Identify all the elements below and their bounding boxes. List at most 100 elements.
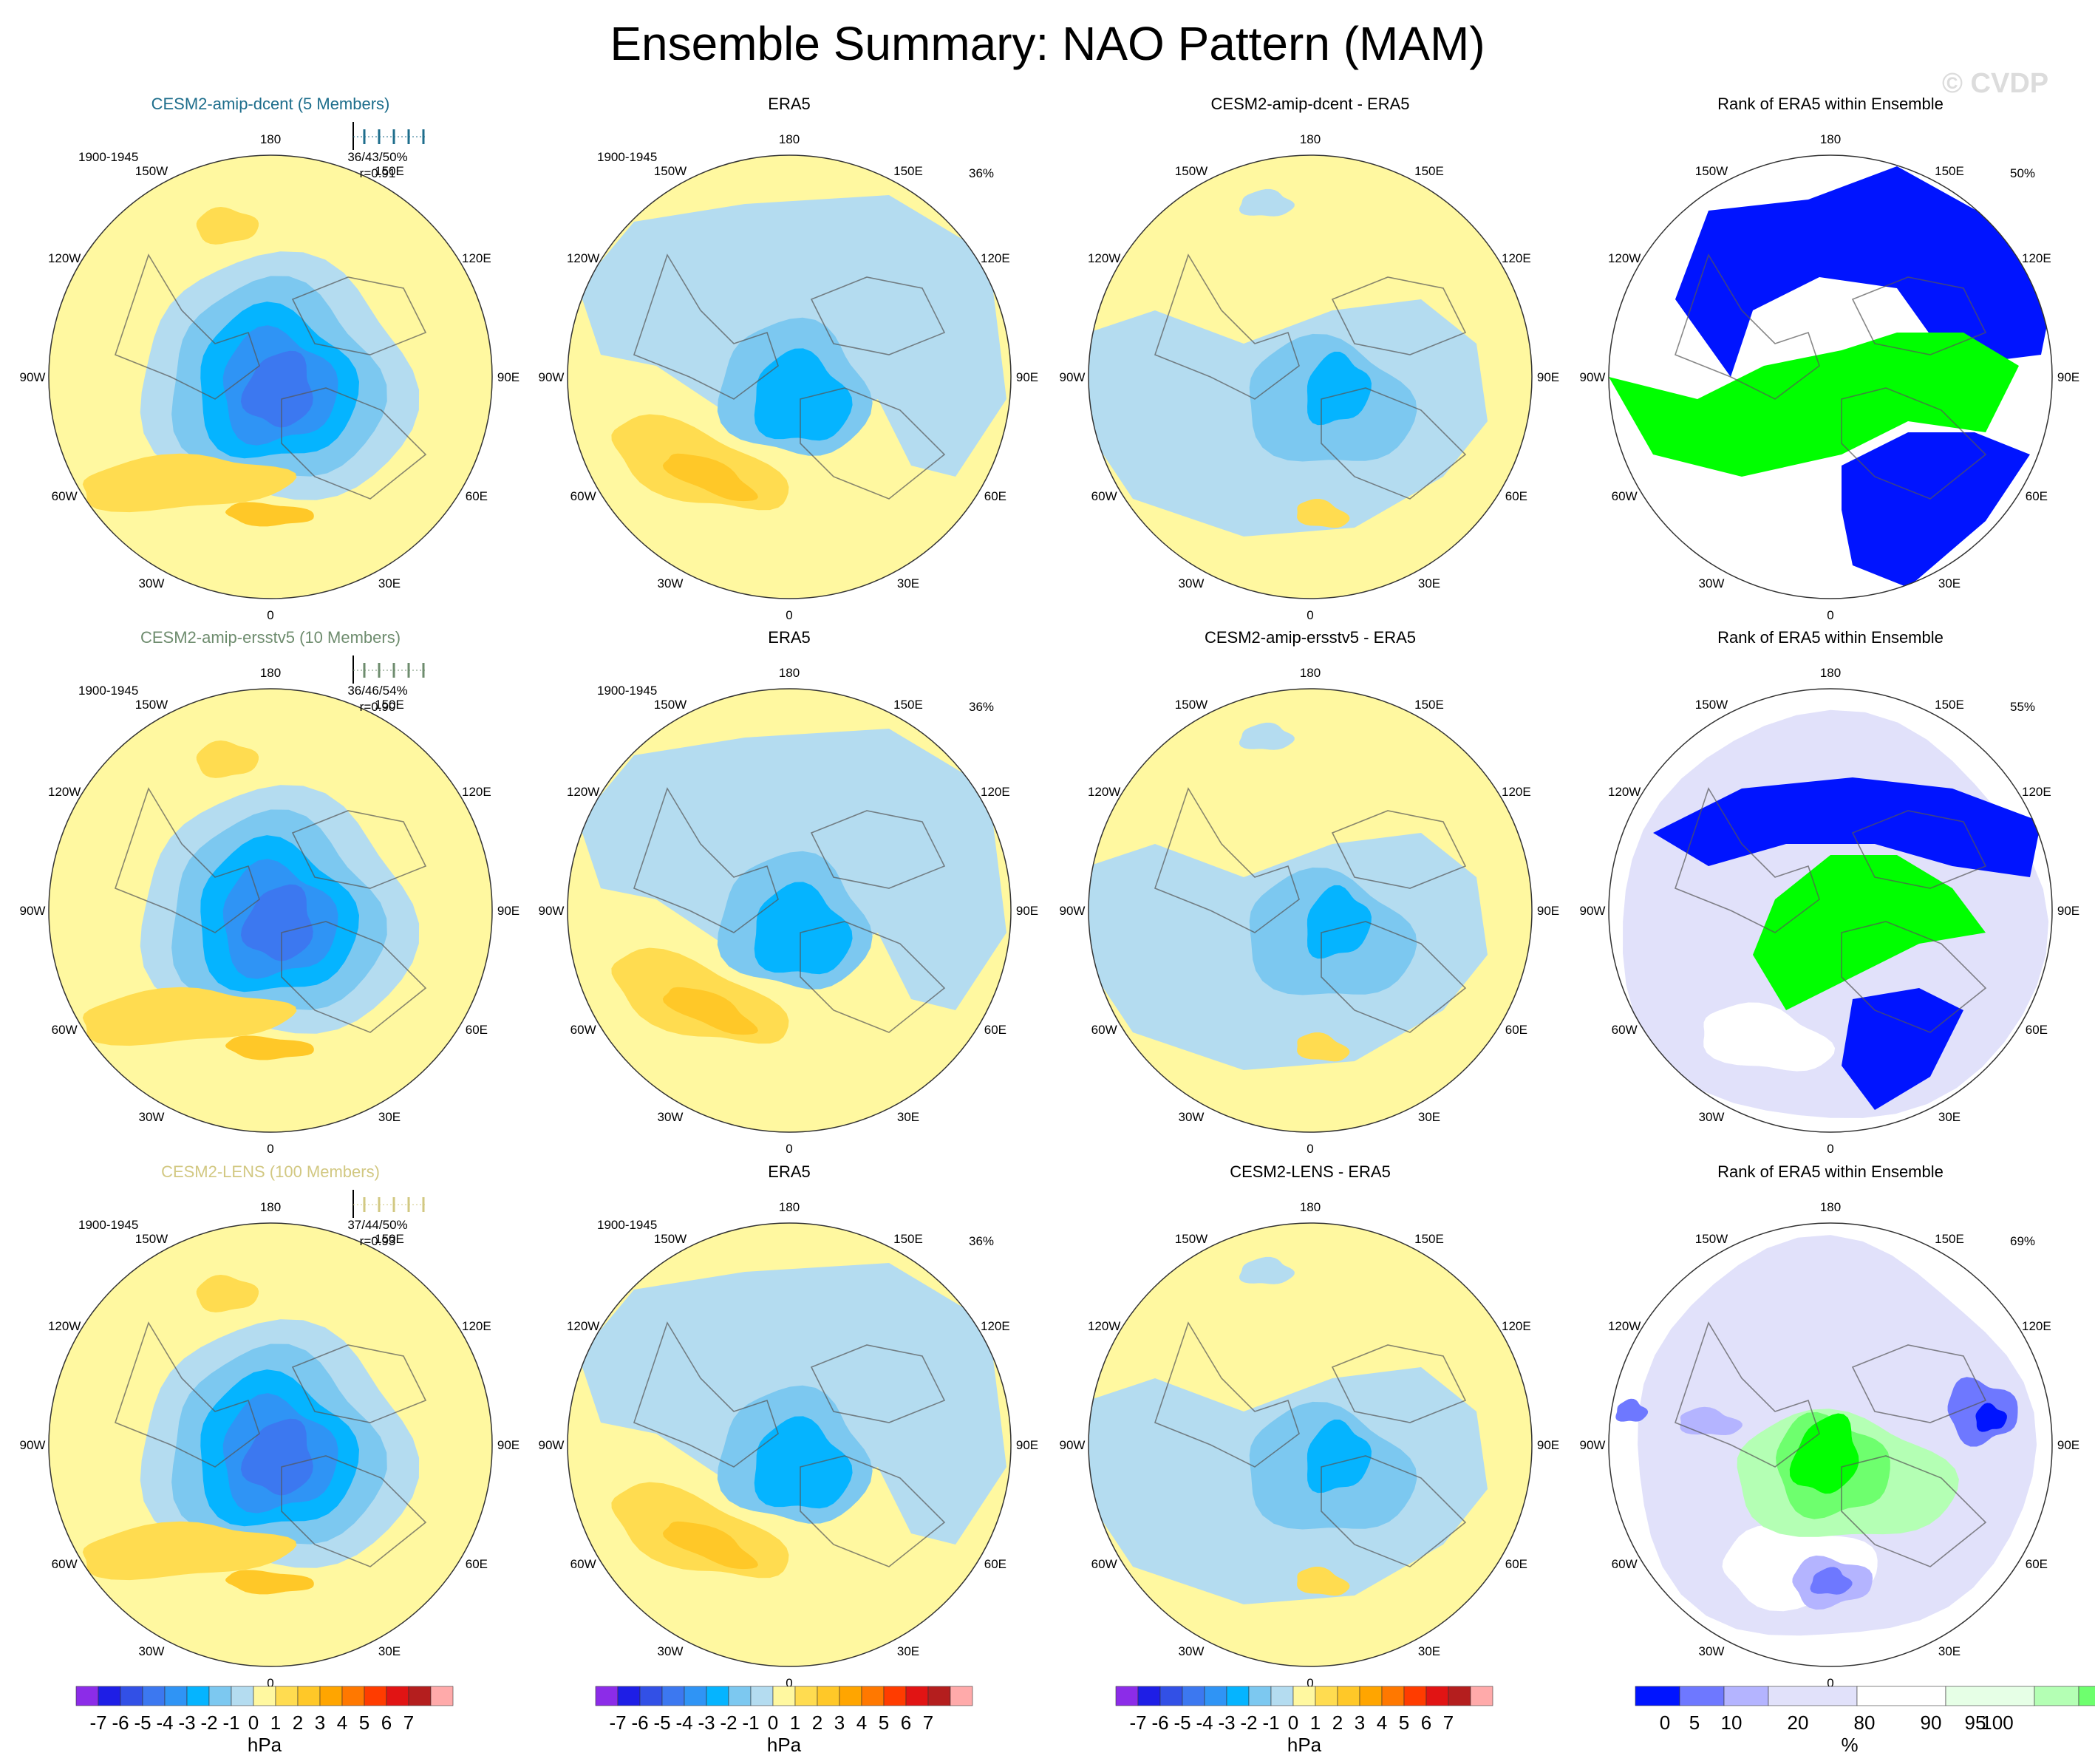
rank-colorbar-box-2 xyxy=(1723,1686,1769,1706)
pattern-correlation: r=0.91 xyxy=(360,166,396,180)
coastline-0 xyxy=(1154,253,1300,400)
longitude-label-90E: 90E xyxy=(497,370,520,384)
rank-colorbar-box-4 xyxy=(1856,1686,1946,1706)
hpa-colorbar-0: -7 -6 -5 -4 -3 -2 -1 0 1 2 3 4 5 6 7 hPa xyxy=(75,1686,454,1756)
longitude-label-120W: 120W xyxy=(1088,1319,1120,1333)
longitude-label-90W: 90W xyxy=(1060,370,1086,384)
map-fill-r2c0 xyxy=(49,1223,492,1666)
map-border xyxy=(567,688,1012,1133)
hpa-colorbar-0-tick--3: -3 xyxy=(178,1712,195,1734)
map-panel-r2c0: 180 150E 120E 90E 60E 30E 0 30W 60W 90W 120W 150W CE… xyxy=(20,1162,520,1690)
longitude-label-150E: 150E xyxy=(375,698,404,712)
coastline-1 xyxy=(800,387,946,500)
longitude-label-90E: 90E xyxy=(1016,370,1038,384)
panel-title-r2c1: ERA5 xyxy=(768,1162,810,1181)
longitude-label-60E: 60E xyxy=(2026,1557,2048,1571)
longitude-label-180: 180 xyxy=(779,132,800,146)
longitude-label-60W: 60W xyxy=(52,489,78,503)
longitude-label-30W: 30W xyxy=(139,576,165,590)
hpa-colorbar-1-box-3 xyxy=(661,1686,685,1706)
hpa-colorbar-0-unit: hPa xyxy=(248,1734,282,1756)
coastline-1 xyxy=(1321,921,1467,1033)
map-border xyxy=(567,154,1012,599)
longitude-label-90E: 90E xyxy=(1537,1438,1559,1452)
hpa-colorbar-1-tick-4: 4 xyxy=(856,1712,867,1734)
hpa-colorbar-2-box-9 xyxy=(1315,1686,1338,1706)
hpa-colorbar-1-box-6 xyxy=(728,1686,752,1706)
longitude-label-60W: 60W xyxy=(570,489,596,503)
map-border xyxy=(1608,154,2053,599)
longitude-label-30E: 30E xyxy=(1418,1110,1440,1124)
model-stats: 36/43/50% xyxy=(347,150,407,164)
map-border xyxy=(1088,1222,1533,1667)
pct-variance: 36% xyxy=(969,166,994,180)
map-panel-r1c3: 180 150E 120E 90E 60E 30E 0 30W 60W 90W 120W 150W Ra… xyxy=(1580,628,2080,1156)
hpa-colorbar-1-tick-6: 6 xyxy=(901,1712,911,1734)
map-panel-r0c0: 180 150E 120E 90E 60E 30E 0 30W 60W 90W 120W 150W CE… xyxy=(20,95,520,622)
longitude-label-90W: 90W xyxy=(539,904,565,918)
map-fill-r1c1 xyxy=(568,689,1011,1132)
longitude-label-120W: 120W xyxy=(48,1319,81,1333)
coastline-0 xyxy=(1154,1321,1300,1468)
hpa-colorbar-2-box-4 xyxy=(1204,1686,1227,1706)
coastline-1 xyxy=(281,921,427,1033)
rank-colorbar-tick-5: 5 xyxy=(1689,1712,1700,1734)
panel-title-r2c3: Rank of ERA5 within Ensemble xyxy=(1717,1162,1944,1181)
hpa-colorbar-2-box-0 xyxy=(1115,1686,1139,1706)
hpa-colorbar-1-box-4 xyxy=(684,1686,707,1706)
hpa-colorbar-2-unit: hPa xyxy=(1287,1734,1322,1756)
coastline-0 xyxy=(1675,1321,1820,1468)
longitude-label-150E: 150E xyxy=(1414,164,1444,178)
contour-level-5 xyxy=(82,453,297,513)
map-border xyxy=(48,154,493,599)
panel-title-r0c1: ERA5 xyxy=(768,95,810,113)
hpa-colorbar-0-box-5 xyxy=(186,1686,210,1706)
hpa-colorbar-1-tick--7: -7 xyxy=(609,1712,626,1734)
longitude-label-150W: 150W xyxy=(1695,164,1728,178)
contour-level-2 xyxy=(1307,351,1372,426)
longitude-label-120E: 120E xyxy=(1502,1319,1531,1333)
coastline-0 xyxy=(115,1321,260,1468)
hpa-colorbar-0-tick--5: -5 xyxy=(134,1712,151,1734)
longitude-label-30W: 30W xyxy=(1699,1644,1725,1658)
longitude-label-120W: 120W xyxy=(48,785,81,799)
hpa-colorbar-1-tick-2: 2 xyxy=(812,1712,822,1734)
longitude-label-90E: 90E xyxy=(2057,370,2079,384)
hpa-colorbar-0-box-1 xyxy=(98,1686,121,1706)
hpa-colorbar-0-tick-1: 1 xyxy=(270,1712,281,1734)
coastline-0 xyxy=(115,787,260,933)
map-border xyxy=(1088,688,1533,1133)
map-border xyxy=(567,1222,1012,1667)
pattern-correlation: r=0.90 xyxy=(360,700,396,714)
contour-level-4 xyxy=(662,1521,758,1570)
hpa-colorbar-1-box-16 xyxy=(950,1686,973,1706)
hpa-colorbar-0-box-0 xyxy=(75,1686,99,1706)
hpa-colorbar-1-tick-1: 1 xyxy=(790,1712,800,1734)
longitude-label-120W: 120W xyxy=(567,251,599,265)
map-fill-r1c2 xyxy=(1089,689,1532,1132)
pattern-correlation: r=0.93 xyxy=(360,1234,396,1248)
longitude-label-30E: 30E xyxy=(378,1110,401,1124)
contour-level-6 xyxy=(196,740,259,778)
longitude-label-90W: 90W xyxy=(20,1438,46,1452)
coastline-2 xyxy=(1851,810,1987,889)
coastline-2 xyxy=(1851,1344,1987,1423)
pct-variance: 36% xyxy=(969,1234,994,1248)
hpa-colorbar-2-tick-4: 4 xyxy=(1377,1712,1387,1734)
rank-colorbar-tick-100: 100 xyxy=(1981,1712,2013,1734)
hpa-colorbar-1-box-14 xyxy=(905,1686,929,1706)
longitude-label-90E: 90E xyxy=(1537,904,1559,918)
hpa-colorbar-0-tick-7: 7 xyxy=(403,1712,414,1734)
longitude-label-60E: 60E xyxy=(984,1557,1006,1571)
panel-title-r2c0: CESM2-LENS (100 Members) xyxy=(161,1162,380,1181)
pct-variance: 69% xyxy=(2010,1234,2035,1248)
hpa-colorbar-2-box-3 xyxy=(1182,1686,1205,1706)
longitude-label-90W: 90W xyxy=(1060,904,1086,918)
longitude-label-60W: 60W xyxy=(52,1023,78,1037)
hpa-colorbar-0-box-7 xyxy=(231,1686,254,1706)
coastline-0 xyxy=(1675,253,1820,400)
hpa-colorbar-2-tick-5: 5 xyxy=(1399,1712,1409,1734)
hpa-colorbar-2-box-8 xyxy=(1292,1686,1316,1706)
hpa-colorbar-1-tick-7: 7 xyxy=(923,1712,933,1734)
longitude-label-90W: 90W xyxy=(20,904,46,918)
